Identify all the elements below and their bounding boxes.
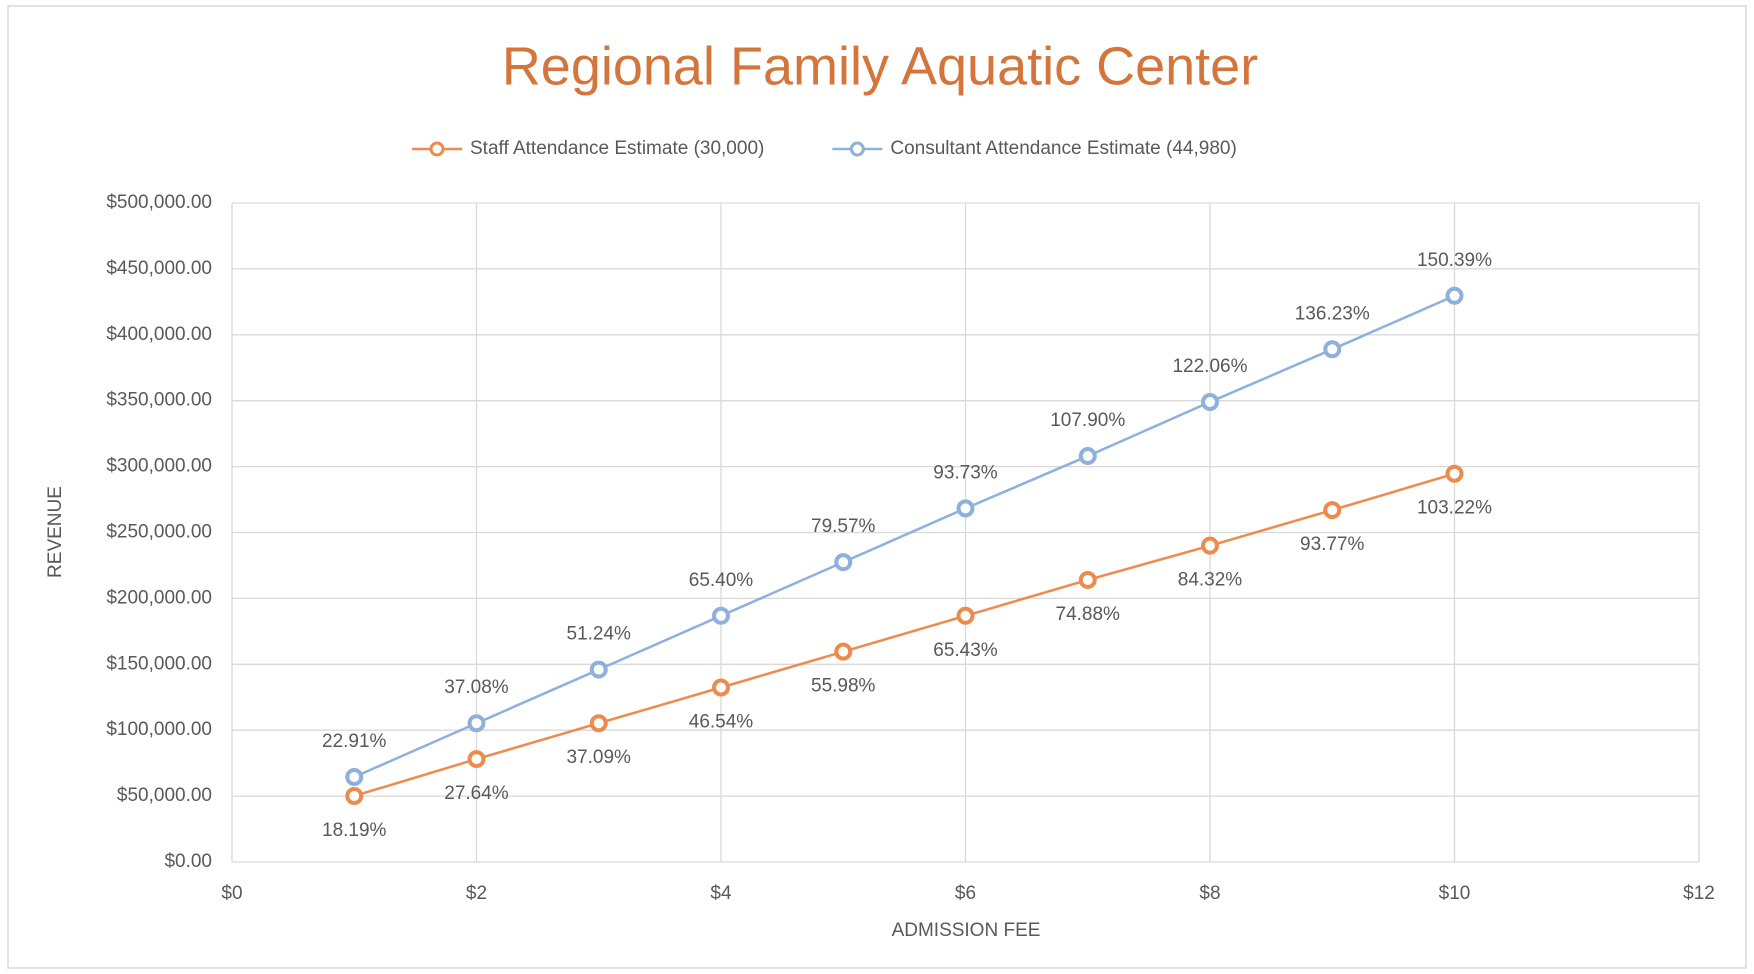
data-point xyxy=(1078,570,1097,589)
data-label: 51.24% xyxy=(567,624,632,645)
x-tick-label: $0 xyxy=(221,883,242,904)
data-point xyxy=(834,553,853,572)
x-tick-label: $6 xyxy=(955,883,976,904)
legend-marker xyxy=(429,141,445,157)
data-label: 84.32% xyxy=(1178,570,1243,591)
data-label: 93.77% xyxy=(1300,534,1365,555)
data-point xyxy=(467,750,486,769)
data-label: 122.06% xyxy=(1172,356,1247,377)
data-label: 74.88% xyxy=(1056,604,1121,625)
data-label: 79.57% xyxy=(811,516,876,537)
data-point xyxy=(345,767,364,786)
y-tick-label: $0.00 xyxy=(164,851,212,872)
data-point xyxy=(467,714,486,733)
data-point xyxy=(1201,536,1219,555)
legend-marker xyxy=(849,141,865,157)
data-label: 107.90% xyxy=(1050,410,1125,431)
data-point xyxy=(1323,340,1342,359)
data-label: 93.73% xyxy=(933,462,998,483)
y-axis-label: REVENUE xyxy=(45,486,66,578)
chart-frame xyxy=(7,5,1747,969)
data-point xyxy=(1445,464,1464,483)
x-tick-label: $12 xyxy=(1683,883,1715,904)
x-tick-label: $2 xyxy=(466,883,487,904)
x-tick-label: $10 xyxy=(1439,883,1471,904)
y-tick-label: $50,000.00 xyxy=(117,785,212,806)
data-point xyxy=(1078,447,1097,466)
data-point xyxy=(1323,501,1342,520)
data-point xyxy=(345,786,364,805)
data-point xyxy=(712,678,730,697)
data-label: 103.22% xyxy=(1417,498,1492,519)
legend-label: Staff Attendance Estimate (30,000) xyxy=(470,138,764,159)
y-tick-label: $100,000.00 xyxy=(106,719,212,740)
data-label: 65.43% xyxy=(933,640,998,661)
data-point xyxy=(589,660,608,679)
y-tick-label: $300,000.00 xyxy=(106,456,212,477)
x-tick-label: $4 xyxy=(710,883,732,904)
series-line xyxy=(353,294,1456,779)
data-label: 37.08% xyxy=(444,677,509,698)
data-point xyxy=(834,642,853,661)
data-label: 55.98% xyxy=(811,676,876,697)
data-point xyxy=(956,499,975,518)
data-label: 46.54% xyxy=(689,712,754,733)
x-tick-label: $8 xyxy=(1199,883,1220,904)
legend-label: Consultant Attendance Estimate (44,980) xyxy=(890,138,1236,159)
x-axis-label: ADMISSION FEE xyxy=(892,920,1041,941)
data-point xyxy=(1201,393,1219,412)
y-tick-label: $200,000.00 xyxy=(106,587,212,608)
data-label: 37.09% xyxy=(567,747,632,768)
chart-title: Regional Family Aquatic Center xyxy=(502,36,1258,96)
data-label: 65.40% xyxy=(689,570,754,591)
y-tick-label: $250,000.00 xyxy=(106,522,212,543)
data-point xyxy=(712,606,730,625)
data-label: 18.19% xyxy=(322,820,387,841)
y-tick-label: $450,000.00 xyxy=(106,258,212,279)
y-tick-label: $350,000.00 xyxy=(106,390,212,411)
data-label: 22.91% xyxy=(322,731,387,752)
data-label: 150.39% xyxy=(1417,250,1492,271)
y-tick-label: $500,000.00 xyxy=(106,192,212,213)
y-tick-label: $150,000.00 xyxy=(106,653,212,674)
data-point xyxy=(956,606,975,625)
series-line xyxy=(353,472,1455,798)
data-point xyxy=(589,714,608,733)
data-label: 136.23% xyxy=(1295,303,1370,324)
data-label: 27.64% xyxy=(444,783,509,804)
data-point xyxy=(1445,286,1464,305)
y-tick-label: $400,000.00 xyxy=(106,324,212,345)
